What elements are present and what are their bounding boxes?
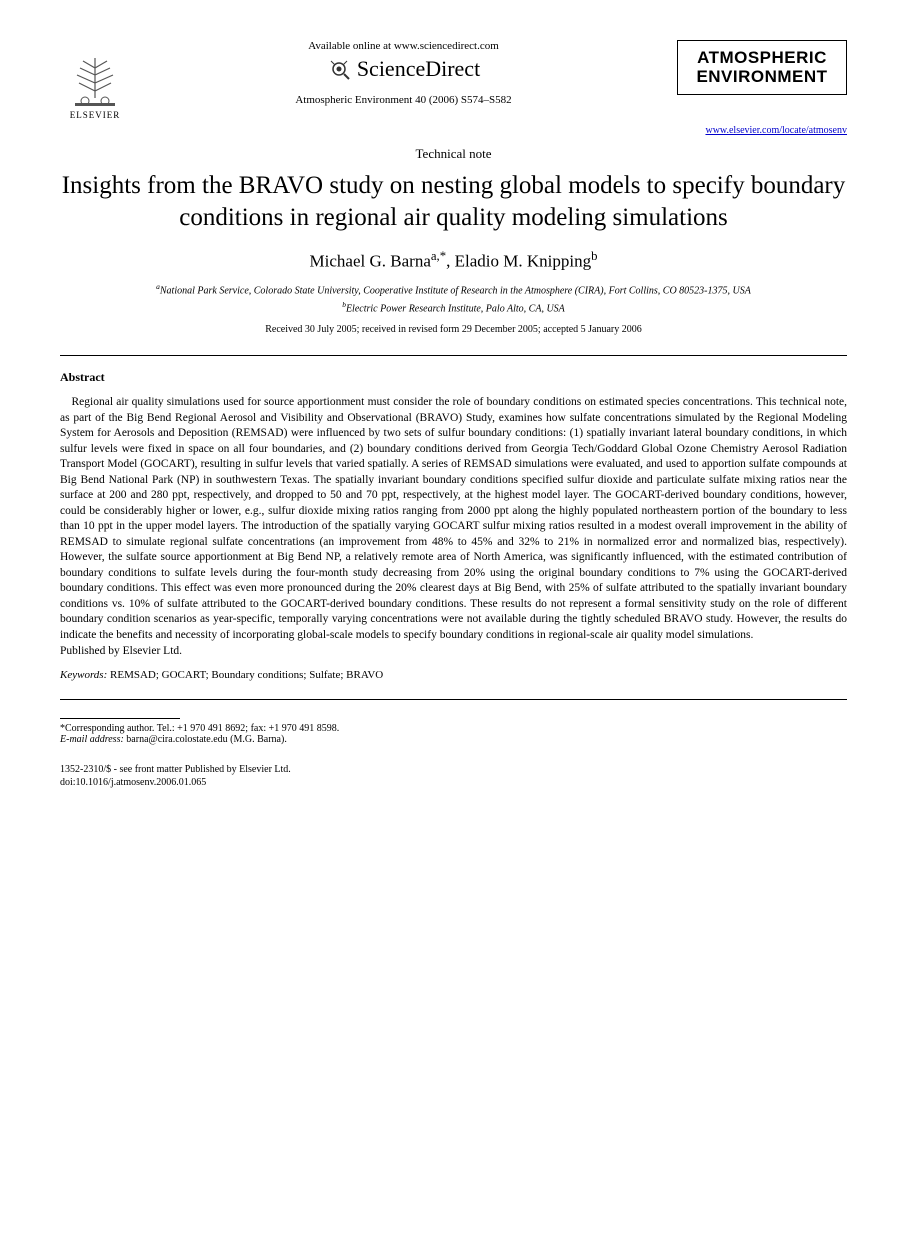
header-row: ELSEVIER Available online at www.science… — [60, 40, 847, 136]
affiliation-a: aNational Park Service, Colorado State U… — [60, 282, 847, 298]
citation-text: Atmospheric Environment 40 (2006) S574–S… — [130, 94, 677, 106]
copyright-line1: 1352-2310/$ - see front matter Published… — [60, 763, 847, 776]
elsevier-label: ELSEVIER — [70, 110, 121, 120]
journal-column: ATMOSPHERIC ENVIRONMENT www.elsevier.com… — [677, 40, 847, 136]
keywords-text: REMSAD; GOCART; Boundary conditions; Sul… — [107, 669, 383, 681]
divider-top — [60, 355, 847, 356]
email-label: E-mail address: — [60, 734, 124, 745]
doi-line: doi:10.1016/j.atmosenv.2006.01.065 — [60, 776, 847, 789]
center-header: Available online at www.sciencedirect.co… — [130, 40, 677, 106]
copyright-section: 1352-2310/$ - see front matter Published… — [60, 763, 847, 789]
sciencedirect-text: ScienceDirect — [357, 56, 480, 82]
elsevier-tree-icon — [65, 53, 125, 108]
keywords: Keywords: REMSAD; GOCART; Boundary condi… — [60, 669, 847, 681]
article-title: Insights from the BRAVO study on nesting… — [60, 170, 847, 233]
divider-bottom — [60, 699, 847, 700]
corresponding-author: *Corresponding author. Tel.: +1 970 491 … — [60, 723, 847, 734]
email-line: E-mail address: barna@cira.colostate.edu… — [60, 734, 847, 745]
journal-box: ATMOSPHERIC ENVIRONMENT — [677, 40, 847, 95]
email-address: barna@cira.colostate.edu (M.G. Barna). — [124, 734, 287, 745]
published-by: Published by Elsevier Ltd. — [60, 645, 847, 657]
keywords-label: Keywords: — [60, 669, 107, 681]
abstract-body: Regional air quality simulations used fo… — [60, 395, 847, 643]
journal-name-line2: ENVIRONMENT — [690, 68, 834, 87]
sciencedirect-icon — [327, 57, 351, 81]
footer-divider — [60, 718, 180, 719]
available-online-text: Available online at www.sciencedirect.co… — [130, 40, 677, 52]
journal-name-line1: ATMOSPHERIC — [690, 49, 834, 68]
affiliation-b: bElectric Power Research Institute, Palo… — [60, 300, 847, 316]
article-dates: Received 30 July 2005; received in revis… — [60, 324, 847, 335]
article-type: Technical note — [60, 146, 847, 162]
elsevier-logo: ELSEVIER — [60, 40, 130, 120]
sciencedirect-brand: ScienceDirect — [130, 56, 677, 82]
authors: Michael G. Barnaa,*, Eladio M. Knippingb — [60, 249, 847, 272]
abstract-heading: Abstract — [60, 370, 847, 385]
journal-link[interactable]: www.elsevier.com/locate/atmosenv — [705, 125, 847, 136]
